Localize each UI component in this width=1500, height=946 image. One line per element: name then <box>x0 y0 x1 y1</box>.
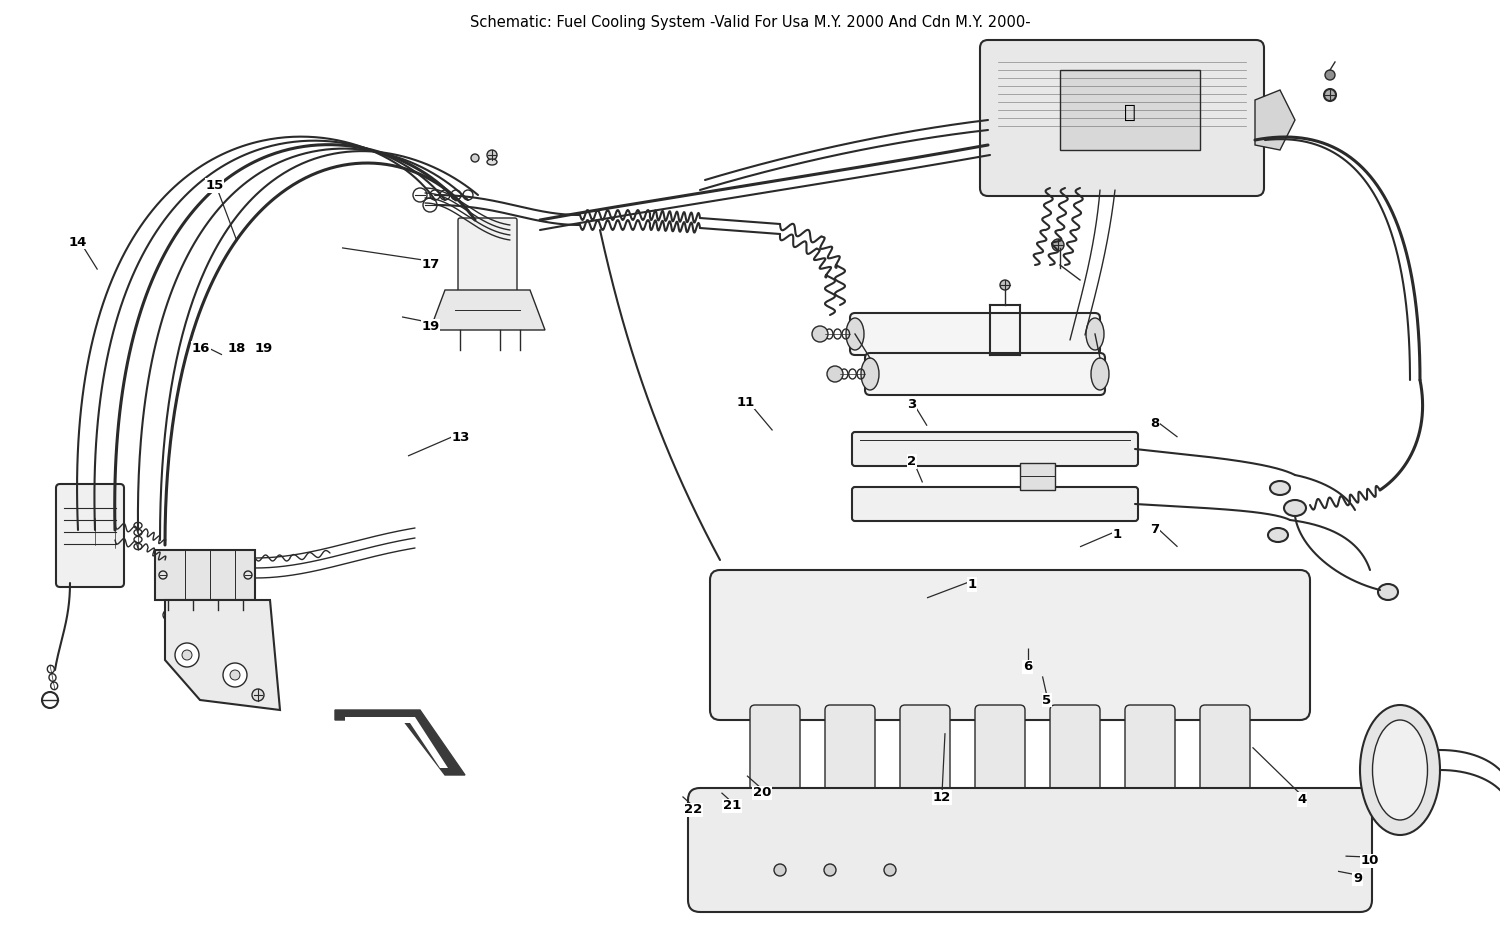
FancyBboxPatch shape <box>852 432 1138 466</box>
Text: 3: 3 <box>908 398 916 412</box>
FancyBboxPatch shape <box>980 40 1264 196</box>
FancyBboxPatch shape <box>688 788 1372 912</box>
Circle shape <box>182 650 192 660</box>
Circle shape <box>1324 70 1335 80</box>
Circle shape <box>884 864 896 876</box>
Ellipse shape <box>1372 720 1428 820</box>
Bar <box>154 550 255 600</box>
FancyBboxPatch shape <box>1050 705 1100 825</box>
Text: 6: 6 <box>1023 660 1032 674</box>
Text: 15: 15 <box>206 179 224 192</box>
FancyBboxPatch shape <box>1125 705 1174 825</box>
Polygon shape <box>165 600 280 710</box>
FancyBboxPatch shape <box>56 484 125 587</box>
Circle shape <box>471 154 478 162</box>
Bar <box>1020 463 1054 490</box>
Text: 🐴: 🐴 <box>1124 102 1136 121</box>
Polygon shape <box>1256 90 1294 150</box>
FancyBboxPatch shape <box>852 487 1138 521</box>
Text: 4: 4 <box>1298 793 1306 806</box>
Ellipse shape <box>488 159 496 165</box>
Text: 17: 17 <box>422 258 440 272</box>
FancyBboxPatch shape <box>710 570 1310 720</box>
Polygon shape <box>345 717 448 768</box>
Circle shape <box>1052 239 1064 251</box>
Text: 2: 2 <box>908 455 916 468</box>
Circle shape <box>488 150 496 160</box>
Text: 7: 7 <box>1150 523 1160 536</box>
Circle shape <box>252 689 264 701</box>
Circle shape <box>224 663 248 687</box>
Text: 14: 14 <box>69 236 87 249</box>
Ellipse shape <box>1284 500 1306 516</box>
Circle shape <box>824 864 836 876</box>
Polygon shape <box>430 290 544 330</box>
Text: 18: 18 <box>228 342 246 355</box>
Ellipse shape <box>846 318 864 350</box>
Text: 5: 5 <box>1042 693 1052 707</box>
FancyBboxPatch shape <box>458 218 518 292</box>
Ellipse shape <box>1270 481 1290 495</box>
Bar <box>1060 70 1200 150</box>
Text: 22: 22 <box>684 803 702 816</box>
Circle shape <box>1000 280 1010 290</box>
Text: 20: 20 <box>753 786 771 799</box>
Circle shape <box>774 864 786 876</box>
Text: 10: 10 <box>1360 854 1378 867</box>
FancyBboxPatch shape <box>865 353 1106 395</box>
Text: 11: 11 <box>736 395 754 409</box>
Circle shape <box>812 326 828 342</box>
FancyBboxPatch shape <box>1200 705 1249 825</box>
FancyBboxPatch shape <box>750 705 800 825</box>
Text: 19: 19 <box>422 320 440 333</box>
Text: 9: 9 <box>1353 872 1362 885</box>
FancyBboxPatch shape <box>900 705 950 825</box>
FancyBboxPatch shape <box>975 705 1024 825</box>
Circle shape <box>827 366 843 382</box>
Circle shape <box>176 643 200 667</box>
Text: Schematic: Fuel Cooling System -Valid For Usa M.Y. 2000 And Cdn M.Y. 2000-: Schematic: Fuel Cooling System -Valid Fo… <box>470 15 1030 30</box>
Text: 8: 8 <box>1150 417 1160 430</box>
Polygon shape <box>334 710 465 775</box>
Text: 21: 21 <box>723 799 741 813</box>
Ellipse shape <box>1378 584 1398 600</box>
Text: 1: 1 <box>968 578 976 591</box>
Ellipse shape <box>1090 358 1108 390</box>
Ellipse shape <box>1268 528 1288 542</box>
Circle shape <box>1324 89 1336 101</box>
Text: 1: 1 <box>1113 528 1122 541</box>
Text: 12: 12 <box>933 791 951 804</box>
Text: 13: 13 <box>452 430 470 444</box>
FancyBboxPatch shape <box>850 313 1100 355</box>
Text: 19: 19 <box>255 342 273 355</box>
FancyBboxPatch shape <box>825 705 874 825</box>
Text: 16: 16 <box>192 342 210 355</box>
Ellipse shape <box>1360 705 1440 835</box>
Circle shape <box>230 670 240 680</box>
Ellipse shape <box>861 358 879 390</box>
Ellipse shape <box>1086 318 1104 350</box>
